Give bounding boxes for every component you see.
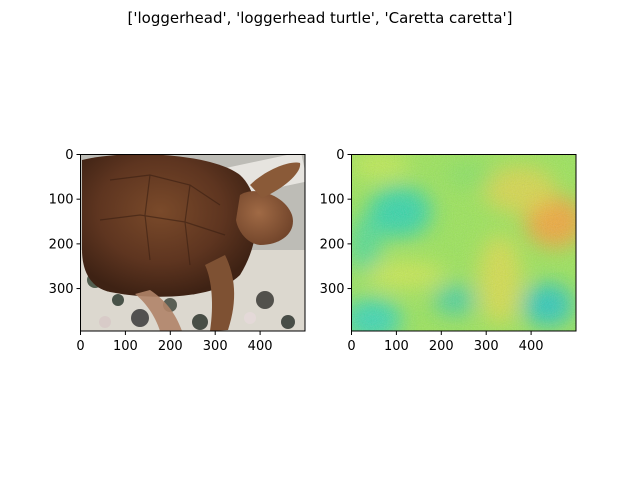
turtle-photo-panel — [80, 154, 305, 331]
turtle-belly-edge — [135, 290, 182, 331]
x-tick-label-left-4: 400 — [248, 339, 273, 354]
y-tick-label-left-3: 300 — [49, 282, 74, 297]
y-tick-label-right-1: 100 — [320, 193, 345, 208]
axes-frame-left — [80, 154, 306, 332]
y-tick-label-right-3: 300 — [320, 282, 345, 297]
y-tick-label-right-0: 0 — [336, 148, 344, 163]
y-tick-label-left-0: 0 — [65, 148, 73, 163]
x-tick-label-right-3: 300 — [474, 339, 499, 354]
axes-frame-right — [351, 154, 577, 332]
heatmap-panel — [351, 154, 576, 331]
y-tick-label-left-2: 200 — [49, 237, 74, 252]
turtle-head — [236, 191, 293, 245]
heatmap-noise — [351, 154, 576, 331]
x-tick-label-left-2: 200 — [158, 339, 183, 354]
x-tick-label-right-0: 0 — [347, 339, 355, 354]
x-tick-label-right-2: 200 — [429, 339, 454, 354]
x-tick-label-left-1: 100 — [113, 339, 138, 354]
axis-ticks: 0 100 200 300 400 0 100 200 300 0 100 200 300 400 0 100… — [49, 148, 544, 354]
turtle-front-flipper — [205, 255, 235, 331]
x-tick-label-left-3: 300 — [203, 339, 228, 354]
x-tick-label-right-1: 100 — [384, 339, 409, 354]
turtle-front-flipper-top — [250, 162, 301, 198]
y-tick-label-left-1: 100 — [49, 193, 74, 208]
shell-scutes — [99, 174, 226, 266]
figure-title: ['loggerhead', 'loggerhead turtle', 'Car… — [128, 9, 513, 27]
x-tick-label-left-0: 0 — [76, 339, 84, 354]
x-tick-label-right-4: 400 — [519, 339, 544, 354]
y-tick-label-right-2: 200 — [320, 237, 345, 252]
